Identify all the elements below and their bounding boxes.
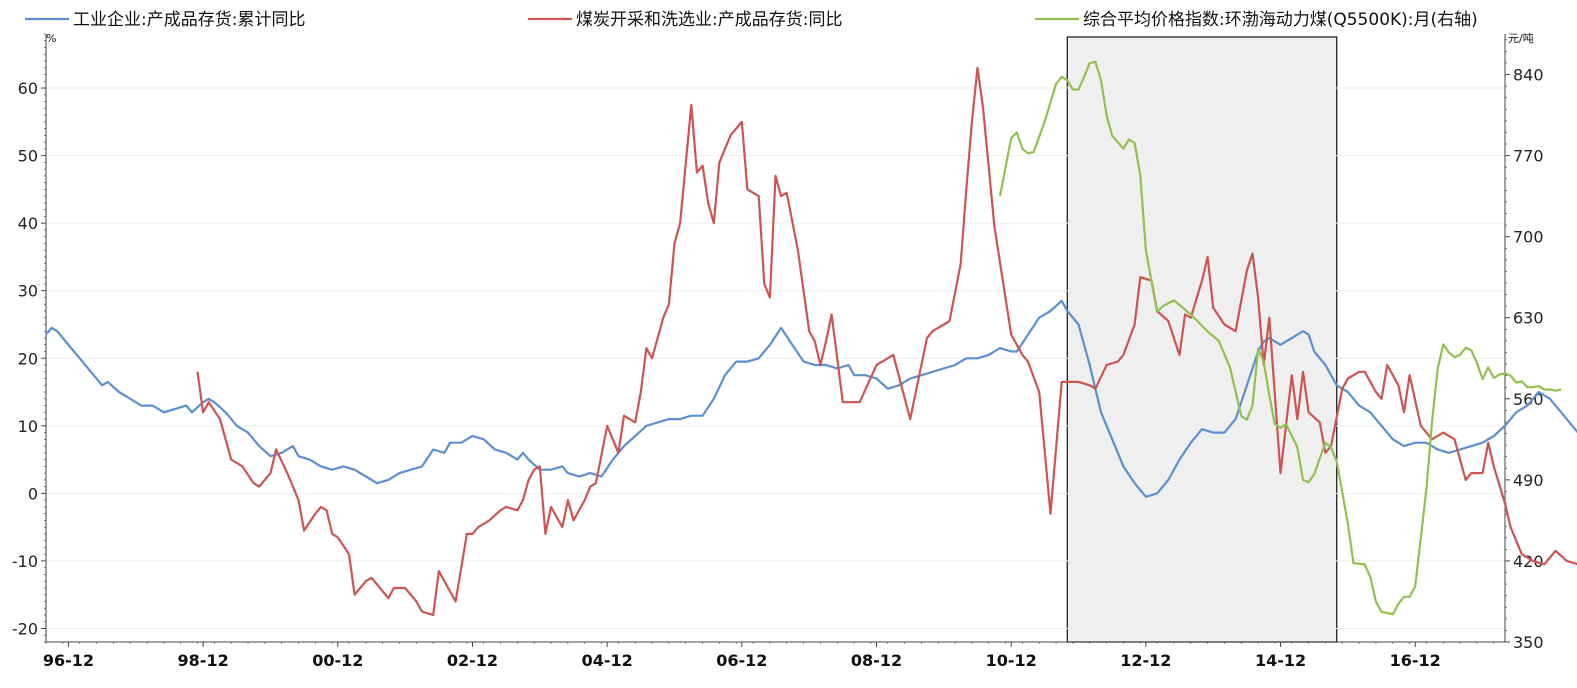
x-tick-label: 04-12 (582, 651, 633, 670)
left-tick-label: 40 (18, 214, 38, 233)
legend: 工业企业:产成品存货:累计同比 煤炭开采和洗选业:产成品存货:同比 综合平均价格指数… (25, 10, 1478, 30)
gridlines (46, 87, 1505, 629)
left-tick-label: 30 (18, 282, 38, 301)
right-tick-label: 770 (1513, 147, 1544, 166)
industrial-inventory-line (45, 299, 1577, 498)
x-tick-label: 02-12 (447, 651, 498, 670)
tick-marks: -20-100102030405060350420490560630700770… (12, 33, 1544, 670)
legend-label: 综合平均价格指数:环渤海动力煤(Q5500K):月(右轴) (1083, 10, 1478, 30)
left-tick-label: -10 (12, 552, 38, 571)
coal-price-line (998, 60, 1562, 616)
right-tick-label: 490 (1513, 471, 1544, 490)
right-tick-label: 840 (1513, 66, 1544, 85)
coal-inventory-line (196, 66, 1577, 617)
right-tick-label: 350 (1513, 633, 1544, 652)
right-tick-label: 700 (1513, 228, 1544, 247)
right-axis-unit: 元/吨 (1508, 32, 1534, 45)
left-tick-label: -20 (12, 619, 38, 638)
x-tick-label: 14-12 (1255, 651, 1306, 670)
x-tick-label: 12-12 (1120, 651, 1171, 670)
x-tick-label: 98-12 (178, 651, 229, 670)
left-tick-label: 20 (18, 349, 38, 368)
right-tick-label: 630 (1513, 309, 1544, 328)
left-tick-label: 60 (18, 79, 38, 98)
left-tick-label: 0 (28, 484, 38, 503)
legend-label: 工业企业:产成品存货:累计同比 (73, 10, 305, 30)
highlight-box (1066, 36, 1338, 643)
legend-label: 煤炭开采和洗选业:产成品存货:同比 (576, 10, 842, 30)
x-tick-label: 00-12 (312, 651, 363, 670)
x-tick-label: 16-12 (1390, 651, 1441, 670)
left-tick-label: 10 (18, 417, 38, 436)
left-axis-unit: % (46, 32, 56, 45)
left-tick-label: 50 (18, 147, 38, 166)
x-tick-label: 06-12 (716, 651, 767, 670)
x-tick-label: 96-12 (43, 651, 94, 670)
x-tick-label: 10-12 (986, 651, 1037, 670)
x-tick-label: 08-12 (851, 651, 902, 670)
series-lines (45, 60, 1577, 617)
right-tick-label: 420 (1513, 552, 1544, 571)
